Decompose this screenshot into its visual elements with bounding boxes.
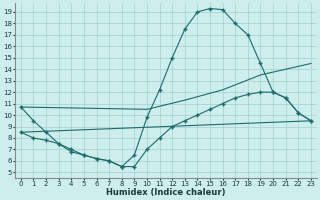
X-axis label: Humidex (Indice chaleur): Humidex (Indice chaleur)	[106, 188, 226, 197]
